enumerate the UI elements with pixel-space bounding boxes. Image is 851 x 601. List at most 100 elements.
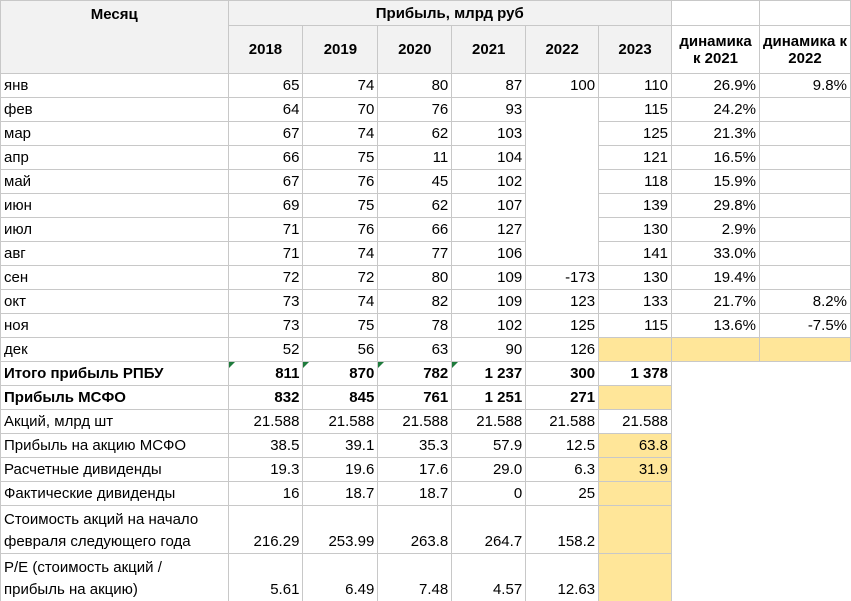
value-cell: 12.5 (525, 433, 600, 458)
value-cell: 25 (525, 481, 600, 506)
value-cell: 78 (377, 313, 453, 338)
value-cell: 82 (377, 289, 453, 314)
summary-row: Акций, млрд шт 21.588 21.588 21.588 21.588 21… (0, 409, 851, 434)
value-cell: 102 (451, 313, 527, 338)
value-cell: -173 (525, 265, 600, 290)
blank-cell (671, 481, 760, 506)
value-cell: 39.1 (302, 433, 379, 458)
summary-row: Итого прибыль РПБУ 811 870 782 1 237 300 1 378 (0, 361, 851, 386)
value-cell: 63.8 (598, 433, 673, 458)
value-cell: 125 (598, 121, 673, 146)
value-cell: 103 (451, 121, 527, 146)
value-cell: 76 (302, 217, 379, 242)
month-row: фев 64 70 76 93 115 24.2% (0, 97, 851, 122)
empty-cell (671, 337, 760, 362)
value-cell: 110 (598, 73, 673, 98)
value-cell: 811 (227, 361, 304, 386)
value-cell: 75 (302, 145, 379, 170)
value-cell: 21.588 (598, 409, 673, 434)
value-cell: 271 (525, 385, 600, 410)
value-cell: 26.9% (671, 73, 760, 98)
value-cell: 72 (302, 265, 379, 290)
month-label: янв (0, 73, 229, 98)
blank-cell (758, 433, 851, 458)
value-cell: 127 (451, 217, 527, 242)
month-row: май 67 76 45 102 118 15.9% (0, 169, 851, 194)
value-cell: 62 (377, 193, 453, 218)
blank-cell (671, 505, 760, 554)
value-cell: 52 (227, 337, 304, 362)
value-cell: 72 (227, 265, 304, 290)
value-cell: 65 (227, 73, 304, 98)
value-cell: 80 (377, 265, 453, 290)
month-label: июн (0, 193, 229, 218)
month-row: ноя 73 75 78 102 125 115 13.6% -7.5% (0, 313, 851, 338)
summary-row: P/E (стоимость акций / прибыль на акцию)… (0, 553, 851, 601)
value-cell: 107 (451, 193, 527, 218)
value-cell: 130 (598, 265, 673, 290)
value-cell: 69 (227, 193, 304, 218)
value-cell: 74 (302, 121, 379, 146)
summary-label: Фактические дивиденды (0, 481, 229, 506)
month-row: янв 65 74 80 87 100 110 26.9% 9.8% (0, 73, 851, 98)
value-cell: 5.61 (227, 553, 304, 601)
value-cell: 62 (377, 121, 453, 146)
value-cell: 253.99 (302, 505, 379, 554)
blank-cell (671, 361, 760, 386)
empty-cell (525, 97, 600, 122)
value-cell: 12.63 (525, 553, 600, 601)
year-header: 2022 (525, 25, 600, 74)
value-cell: 71 (227, 217, 304, 242)
blank-cell (758, 481, 851, 506)
value-cell: 64 (227, 97, 304, 122)
value-cell: 832 (227, 385, 304, 410)
value-cell: 15.9% (671, 169, 760, 194)
value-cell: 67 (227, 169, 304, 194)
value-cell: 21.588 (377, 409, 453, 434)
month-label: авг (0, 241, 229, 266)
empty-cell (598, 505, 673, 554)
value-cell: 158.2 (525, 505, 600, 554)
summary-label: P/E (стоимость акций / прибыль на акцию) (0, 553, 229, 601)
month-row: июл 71 76 66 127 130 2.9% (0, 217, 851, 242)
summary-label: Прибыль на акцию МСФО (0, 433, 229, 458)
value-cell: 71 (227, 241, 304, 266)
summary-row: Прибыль на акцию МСФО 38.5 39.1 35.3 57.9 12.… (0, 433, 851, 458)
month-label: сен (0, 265, 229, 290)
blank-cell (758, 361, 851, 386)
value-cell: 125 (525, 313, 600, 338)
empty-cell (758, 265, 851, 290)
month-header: Месяц (0, 0, 229, 74)
empty-cell (525, 121, 600, 146)
value-cell: 38.5 (227, 433, 304, 458)
value-cell: 18.7 (377, 481, 453, 506)
value-cell: 9.8% (758, 73, 851, 98)
value-cell: 21.7% (671, 289, 760, 314)
value-cell: 77 (377, 241, 453, 266)
value-cell: 57.9 (451, 433, 527, 458)
month-label: фев (0, 97, 229, 122)
value-cell: 21.588 (302, 409, 379, 434)
blank-cell (671, 409, 760, 434)
value-cell: 16 (227, 481, 304, 506)
value-cell: 29.8% (671, 193, 760, 218)
value-cell: 76 (377, 97, 453, 122)
empty-cell (758, 97, 851, 122)
value-cell: 870 (302, 361, 379, 386)
value-cell: 24.2% (671, 97, 760, 122)
month-row: дек 52 56 63 90 126 (0, 337, 851, 362)
value-cell: 73 (227, 313, 304, 338)
value-cell: 6.3 (525, 457, 600, 482)
year-header: 2020 (377, 25, 453, 74)
blank-cell (758, 409, 851, 434)
value-cell: 21.3% (671, 121, 760, 146)
value-cell: 845 (302, 385, 379, 410)
blank-cell (758, 457, 851, 482)
empty-cell (758, 169, 851, 194)
blank-cell (671, 553, 760, 601)
value-cell: 19.4% (671, 265, 760, 290)
empty-cell (758, 145, 851, 170)
empty-cell (758, 241, 851, 266)
value-cell: 6.49 (302, 553, 379, 601)
value-cell: 102 (451, 169, 527, 194)
